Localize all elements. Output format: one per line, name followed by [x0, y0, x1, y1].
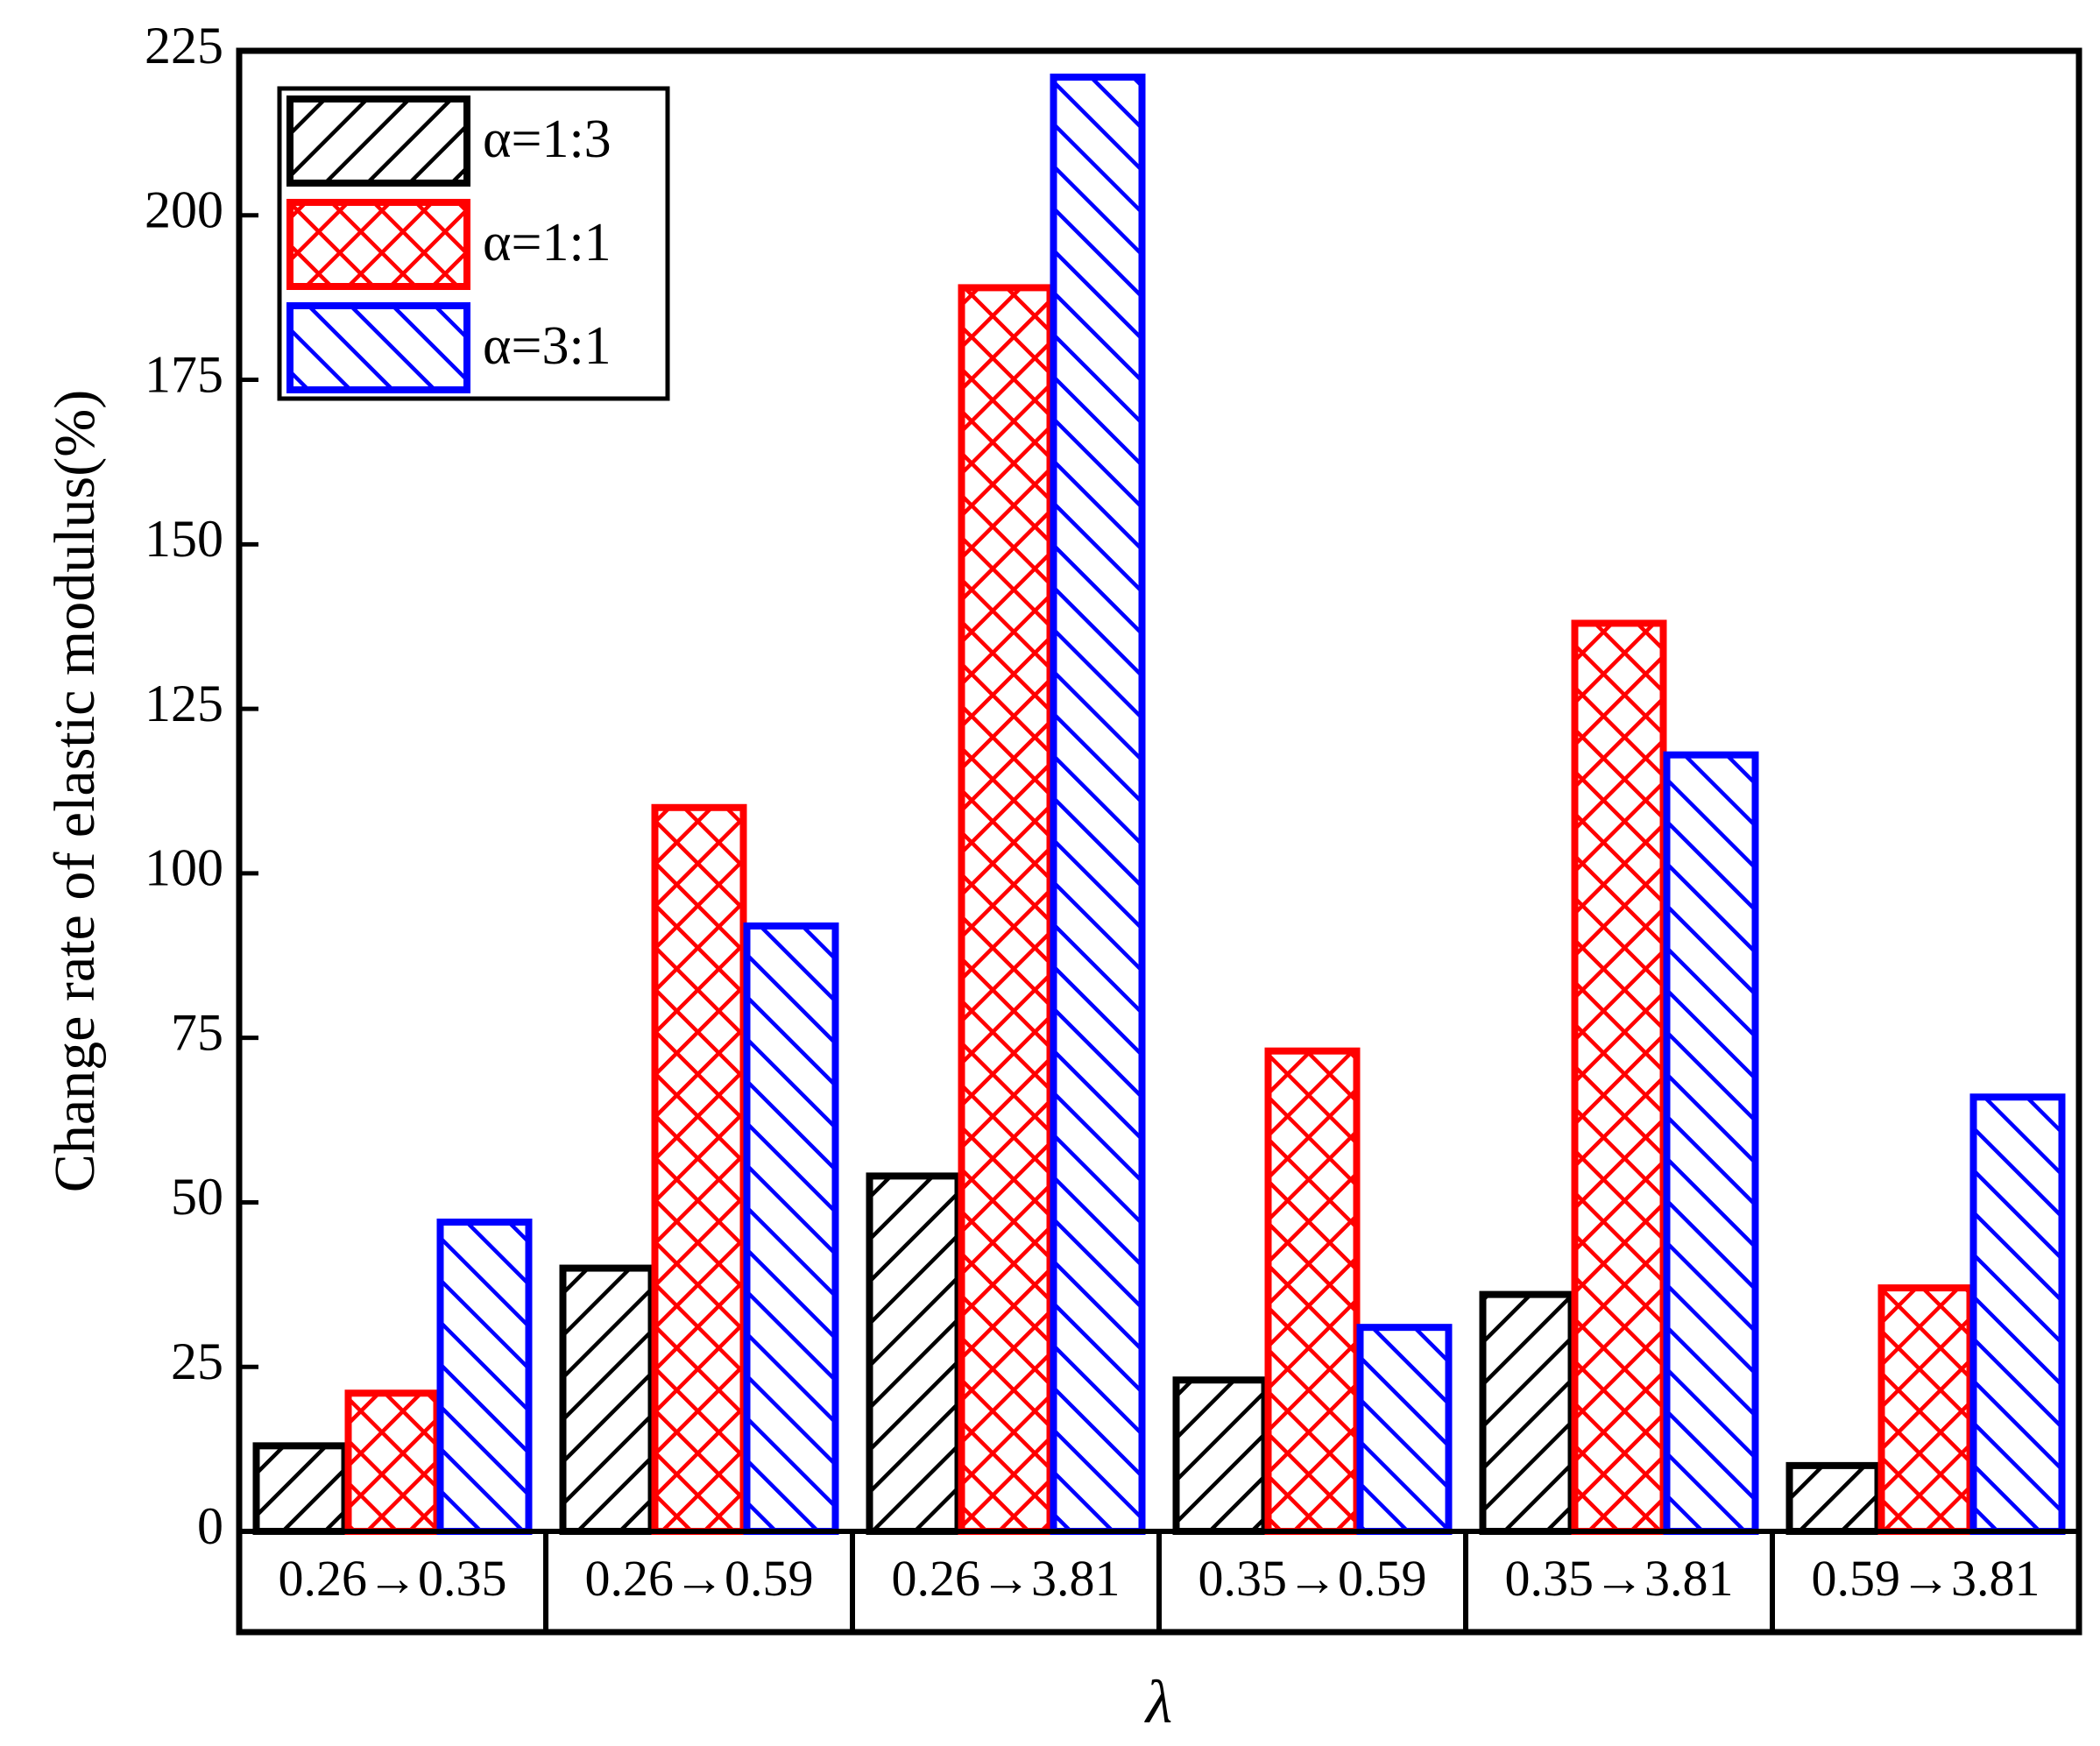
bar: [651, 803, 747, 1535]
y-tick-label: 75: [171, 1003, 223, 1061]
legend-label: α=1:1: [483, 213, 612, 272]
bar: [344, 1389, 441, 1536]
bar: [1479, 1290, 1575, 1535]
y-tick-label: 200: [145, 181, 223, 239]
y-axis-title: Change rate of elastic modulus(%): [43, 390, 107, 1192]
legend-label: α=1:3: [483, 110, 612, 169]
bar: [1663, 751, 1759, 1535]
bar: [436, 1218, 533, 1535]
y-tick-label: 225: [145, 17, 223, 74]
legend-label: α=3:1: [483, 316, 612, 376]
bar: [559, 1264, 655, 1535]
y-tick-label: 125: [145, 675, 223, 732]
x-axis-title: λ: [1144, 1669, 1172, 1736]
legend-swatch: [286, 199, 470, 290]
bar: [1264, 1047, 1361, 1535]
bar: [1050, 74, 1146, 1536]
legend-swatch: [286, 95, 470, 187]
y-tick-label: 175: [145, 345, 223, 403]
x-tick-label: 0.26→0.59: [585, 1550, 814, 1607]
bar: [866, 1172, 962, 1536]
x-tick-label: 0.35→0.59: [1198, 1550, 1427, 1607]
bar: [1969, 1093, 2066, 1536]
bar: [1785, 1461, 1882, 1536]
y-tick-label: 0: [197, 1497, 223, 1555]
y-tick-label: 50: [171, 1168, 223, 1226]
y-tick-label: 150: [145, 510, 223, 568]
bar: [1172, 1376, 1269, 1535]
legend-swatch: [286, 302, 470, 393]
bar: [1571, 619, 1667, 1535]
x-tick-label: 0.35→3.81: [1505, 1550, 1734, 1607]
y-tick-label: 100: [145, 839, 223, 897]
x-tick-label: 0.59→3.81: [1812, 1550, 2040, 1607]
y-tick-label: 25: [171, 1332, 223, 1390]
x-tick-label: 0.26→0.35: [279, 1550, 507, 1607]
x-tick-label: 0.26→3.81: [892, 1550, 1121, 1607]
bar: [1356, 1324, 1453, 1535]
bar: [958, 284, 1054, 1535]
bar: [1877, 1284, 1974, 1535]
bar: [743, 922, 839, 1535]
plot-frame: [236, 47, 2082, 1636]
bar: [252, 1442, 349, 1536]
